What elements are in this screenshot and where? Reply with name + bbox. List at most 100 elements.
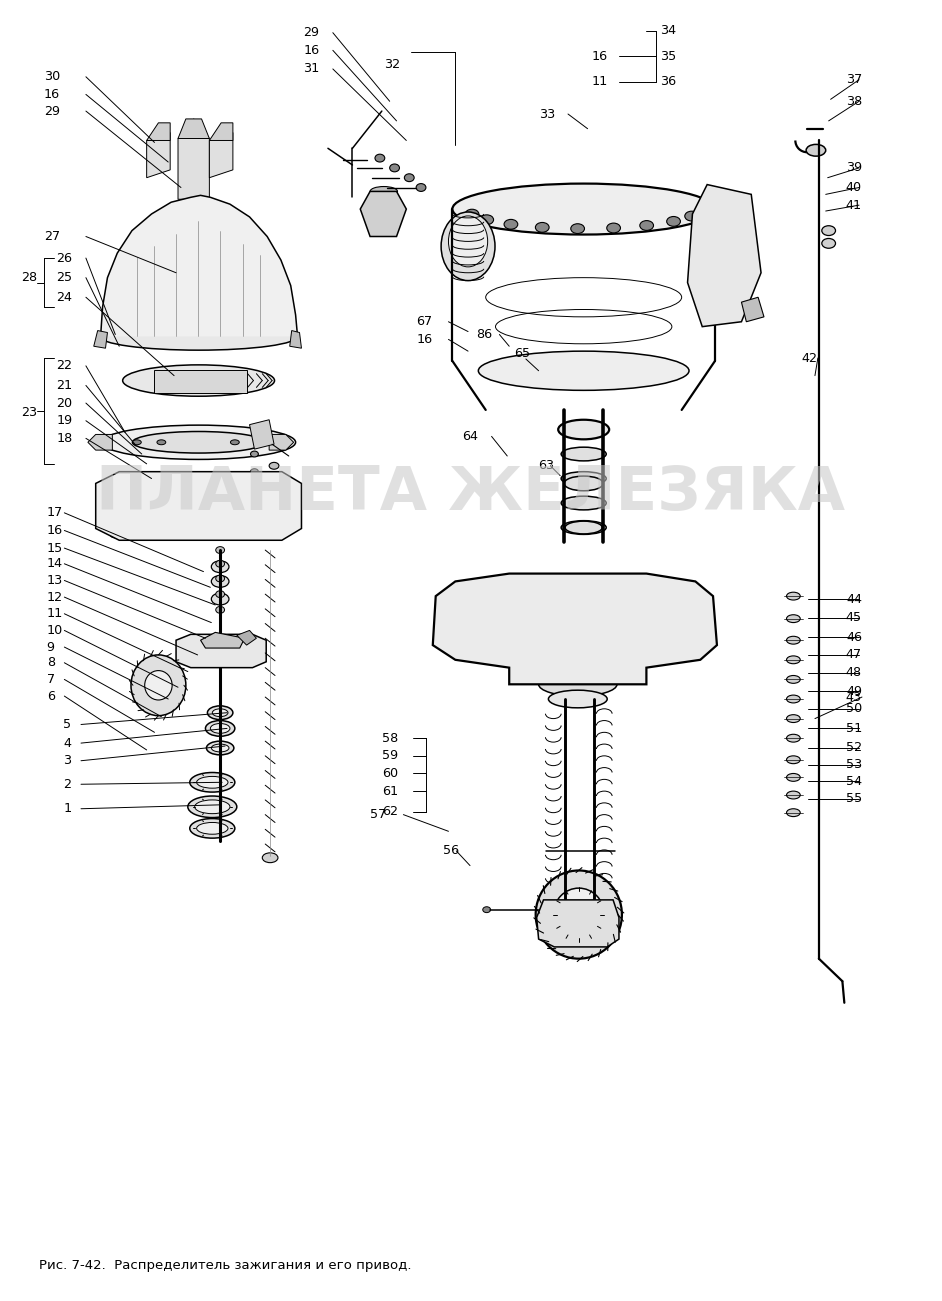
Ellipse shape — [552, 915, 606, 934]
Text: 51: 51 — [846, 722, 862, 735]
Text: 36: 36 — [660, 75, 676, 88]
Ellipse shape — [212, 709, 228, 717]
Text: 21: 21 — [57, 379, 73, 392]
Text: 35: 35 — [660, 49, 676, 62]
Ellipse shape — [482, 907, 491, 912]
Text: 16: 16 — [43, 88, 60, 101]
Text: 22: 22 — [57, 359, 73, 372]
Ellipse shape — [216, 591, 224, 597]
Ellipse shape — [451, 615, 469, 626]
Ellipse shape — [102, 425, 296, 459]
Ellipse shape — [211, 593, 229, 605]
Ellipse shape — [685, 211, 698, 221]
Ellipse shape — [375, 155, 384, 163]
Text: 2: 2 — [63, 778, 72, 791]
Text: 16: 16 — [47, 524, 63, 537]
Text: 67: 67 — [416, 315, 432, 328]
Ellipse shape — [133, 440, 141, 445]
Polygon shape — [741, 297, 764, 321]
Ellipse shape — [251, 468, 258, 475]
Ellipse shape — [165, 489, 232, 523]
Text: 52: 52 — [846, 742, 862, 755]
Text: 48: 48 — [846, 666, 862, 679]
Text: 4: 4 — [63, 736, 72, 749]
Ellipse shape — [277, 531, 287, 537]
Ellipse shape — [216, 561, 224, 567]
Text: Рис. 7-42.  Распределитель зажигания и его привод.: Рис. 7-42. Распределитель зажигания и ег… — [39, 1259, 412, 1272]
Polygon shape — [290, 330, 301, 349]
Text: 25: 25 — [57, 271, 73, 284]
Polygon shape — [250, 420, 274, 449]
Text: 6: 6 — [47, 690, 55, 703]
Ellipse shape — [687, 615, 705, 626]
Polygon shape — [209, 122, 233, 141]
Ellipse shape — [479, 351, 689, 390]
Text: 11: 11 — [592, 75, 608, 88]
Ellipse shape — [262, 853, 278, 863]
Text: 17: 17 — [47, 506, 63, 519]
Ellipse shape — [189, 818, 235, 838]
Text: 16: 16 — [303, 44, 319, 57]
Ellipse shape — [131, 654, 186, 716]
Text: 50: 50 — [846, 703, 862, 716]
Ellipse shape — [607, 222, 621, 233]
Ellipse shape — [561, 520, 607, 535]
Ellipse shape — [390, 164, 399, 172]
Polygon shape — [96, 472, 301, 540]
Text: 13: 13 — [47, 574, 63, 587]
Text: 39: 39 — [846, 161, 862, 174]
Polygon shape — [360, 191, 406, 237]
Ellipse shape — [208, 643, 233, 660]
Text: 58: 58 — [382, 731, 398, 744]
Text: 9: 9 — [47, 640, 55, 653]
Ellipse shape — [561, 423, 607, 436]
Ellipse shape — [821, 225, 836, 235]
Ellipse shape — [205, 721, 235, 736]
Polygon shape — [154, 369, 247, 393]
Polygon shape — [178, 118, 209, 138]
Ellipse shape — [787, 675, 801, 683]
Ellipse shape — [133, 432, 265, 453]
Text: 16: 16 — [592, 49, 608, 62]
Ellipse shape — [145, 479, 252, 533]
Text: 64: 64 — [463, 429, 479, 442]
Polygon shape — [432, 574, 717, 684]
Text: 57: 57 — [370, 808, 386, 821]
Ellipse shape — [787, 774, 801, 782]
Ellipse shape — [569, 904, 589, 925]
Text: 11: 11 — [47, 608, 63, 621]
Polygon shape — [147, 122, 171, 141]
Text: 37: 37 — [846, 73, 862, 86]
Ellipse shape — [787, 695, 801, 703]
Text: 60: 60 — [382, 768, 398, 781]
Text: 44: 44 — [846, 592, 862, 605]
Ellipse shape — [195, 800, 230, 813]
Text: 7: 7 — [47, 673, 55, 686]
Ellipse shape — [268, 474, 280, 481]
Text: 56: 56 — [443, 844, 459, 857]
Ellipse shape — [667, 216, 680, 226]
Text: 53: 53 — [846, 758, 862, 771]
Text: 41: 41 — [846, 199, 862, 212]
Ellipse shape — [504, 220, 518, 229]
Text: 32: 32 — [383, 57, 400, 70]
Ellipse shape — [536, 870, 622, 959]
Text: 19: 19 — [57, 414, 73, 427]
Ellipse shape — [448, 216, 488, 267]
Text: 54: 54 — [846, 775, 862, 788]
Ellipse shape — [711, 246, 739, 280]
Ellipse shape — [216, 575, 224, 582]
Ellipse shape — [559, 420, 609, 440]
Ellipse shape — [452, 183, 715, 234]
Ellipse shape — [787, 809, 801, 817]
Text: 33: 33 — [539, 108, 555, 121]
Text: 5: 5 — [63, 718, 72, 731]
Text: 26: 26 — [57, 251, 73, 264]
Text: 38: 38 — [846, 95, 862, 108]
Text: 47: 47 — [846, 648, 862, 661]
Ellipse shape — [535, 222, 549, 233]
Ellipse shape — [211, 744, 229, 752]
Text: 3: 3 — [63, 755, 72, 768]
Ellipse shape — [206, 742, 234, 755]
Ellipse shape — [787, 791, 801, 799]
